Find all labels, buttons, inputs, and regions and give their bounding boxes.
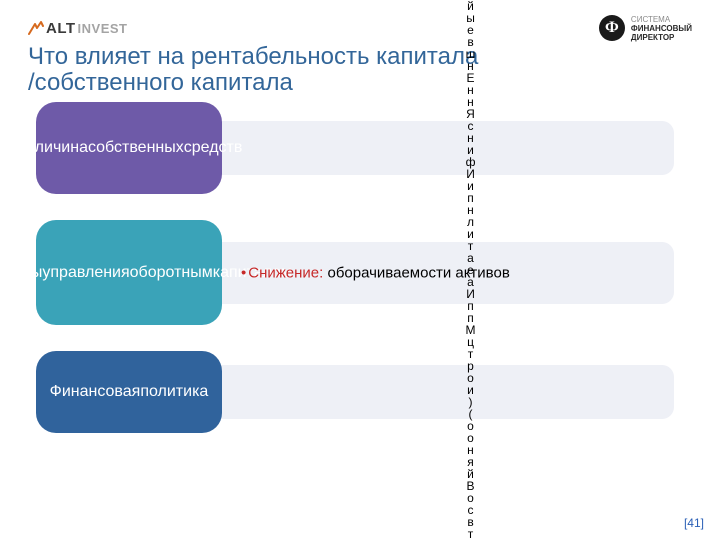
row-description: •Снижение: оборачиваемости активов xyxy=(241,264,662,281)
page-title: Что влияет на рентабельность капитала /с… xyxy=(28,44,692,97)
fd-text-sub: ДИРЕКТОР xyxy=(631,33,674,42)
fd-text-main: ФИНАНСОВЫЙ xyxy=(631,24,692,33)
logo-altinvest: ALT INVEST xyxy=(28,20,128,37)
block-row: Финансоваяполитика xyxy=(36,351,674,433)
pill-line: Финансовая xyxy=(50,382,141,402)
slide: ALT INVEST Ф система ФИНАНСОВЫЙ ДИРЕКТОР… xyxy=(0,0,720,540)
pill: Принципыуправленияоборотнымкапиталом xyxy=(36,220,222,325)
artifact-char: с xyxy=(468,504,473,516)
artifact-char: й xyxy=(467,0,473,12)
fd-text: система ФИНАНСОВЫЙ ДИРЕКТОР xyxy=(631,15,692,42)
desc-rest: оборачиваемости активов xyxy=(323,264,509,281)
pill: Величинасобственныхсредств xyxy=(36,102,222,194)
block-row: Принципыуправленияоборотнымкапиталом •Сни… xyxy=(36,220,674,325)
block-row: Величинасобственныхсредств xyxy=(36,102,674,194)
header: ALT INVEST Ф система ФИНАНСОВЫЙ ДИРЕКТОР xyxy=(28,14,692,42)
fd-badge-char: Ф xyxy=(605,19,619,37)
bullet-icon: • xyxy=(241,264,246,281)
artifact-char: в xyxy=(467,516,472,528)
artifact-char: н xyxy=(467,444,473,456)
pill-line: Величина xyxy=(16,138,88,158)
title-line-1: Что влияет на рентабельность капитала xyxy=(28,43,478,70)
blocks-container: Величинасобственныхсредств Принципыуправл… xyxy=(36,102,674,433)
artifact-char: т xyxy=(468,528,473,540)
logo-fd: Ф система ФИНАНСОВЫЙ ДИРЕКТОР xyxy=(599,15,692,42)
logo-invest-text: INVEST xyxy=(78,21,128,36)
page-number: 41 xyxy=(684,516,704,530)
pill-line: оборотным xyxy=(130,263,213,283)
artifact-char: о xyxy=(467,432,473,444)
pill-line: управления xyxy=(42,263,129,283)
desc-red: Снижение: xyxy=(248,264,323,281)
fd-badge-icon: Ф xyxy=(599,15,625,41)
alt-arrow-icon xyxy=(28,20,44,36)
pill-line: Принципы xyxy=(0,263,42,283)
artifact-char: й xyxy=(467,468,473,480)
pill-line: собственных xyxy=(88,138,184,158)
artifact-char: В xyxy=(466,480,473,492)
pill: Финансоваяполитика xyxy=(36,351,222,433)
artifact-char: я xyxy=(467,456,473,468)
fd-text-top: система xyxy=(631,15,670,24)
pill-line: политика xyxy=(140,382,208,402)
pill-line: средств xyxy=(184,138,243,158)
logo-alt-text: ALT xyxy=(46,20,76,37)
title-line-2: /собственного капитала xyxy=(28,69,293,96)
artifact-char: о xyxy=(467,492,473,504)
